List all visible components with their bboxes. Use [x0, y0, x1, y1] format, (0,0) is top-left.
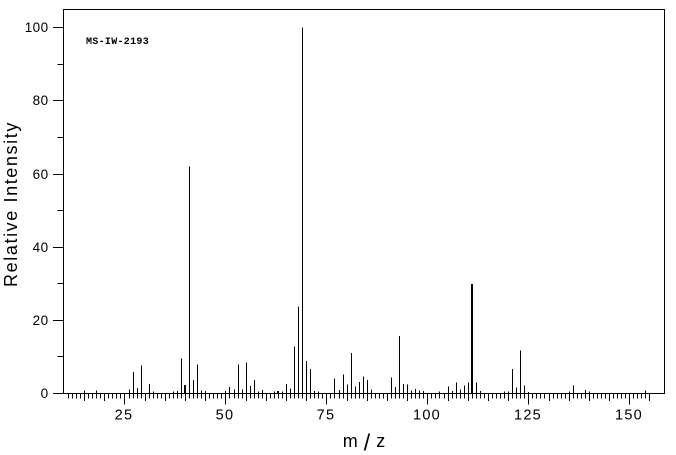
svg-text:25: 25: [115, 408, 134, 424]
svg-text:80: 80: [33, 93, 49, 108]
svg-text:100: 100: [25, 20, 49, 35]
svg-text:150: 150: [615, 408, 643, 424]
svg-text:20: 20: [33, 313, 49, 328]
svg-text:125: 125: [514, 408, 542, 424]
svg-text:40: 40: [33, 240, 49, 255]
svg-text:100: 100: [413, 408, 441, 424]
svg-text:60: 60: [33, 167, 49, 182]
svg-text:75: 75: [317, 408, 336, 424]
svg-text:50: 50: [216, 408, 235, 424]
svg-text:Relative Intensity: Relative Intensity: [1, 121, 21, 287]
svg-text:m/z: m/z: [343, 430, 391, 455]
svg-text:0: 0: [41, 386, 49, 401]
svg-text:MS-IW-2193: MS-IW-2193: [86, 37, 149, 48]
